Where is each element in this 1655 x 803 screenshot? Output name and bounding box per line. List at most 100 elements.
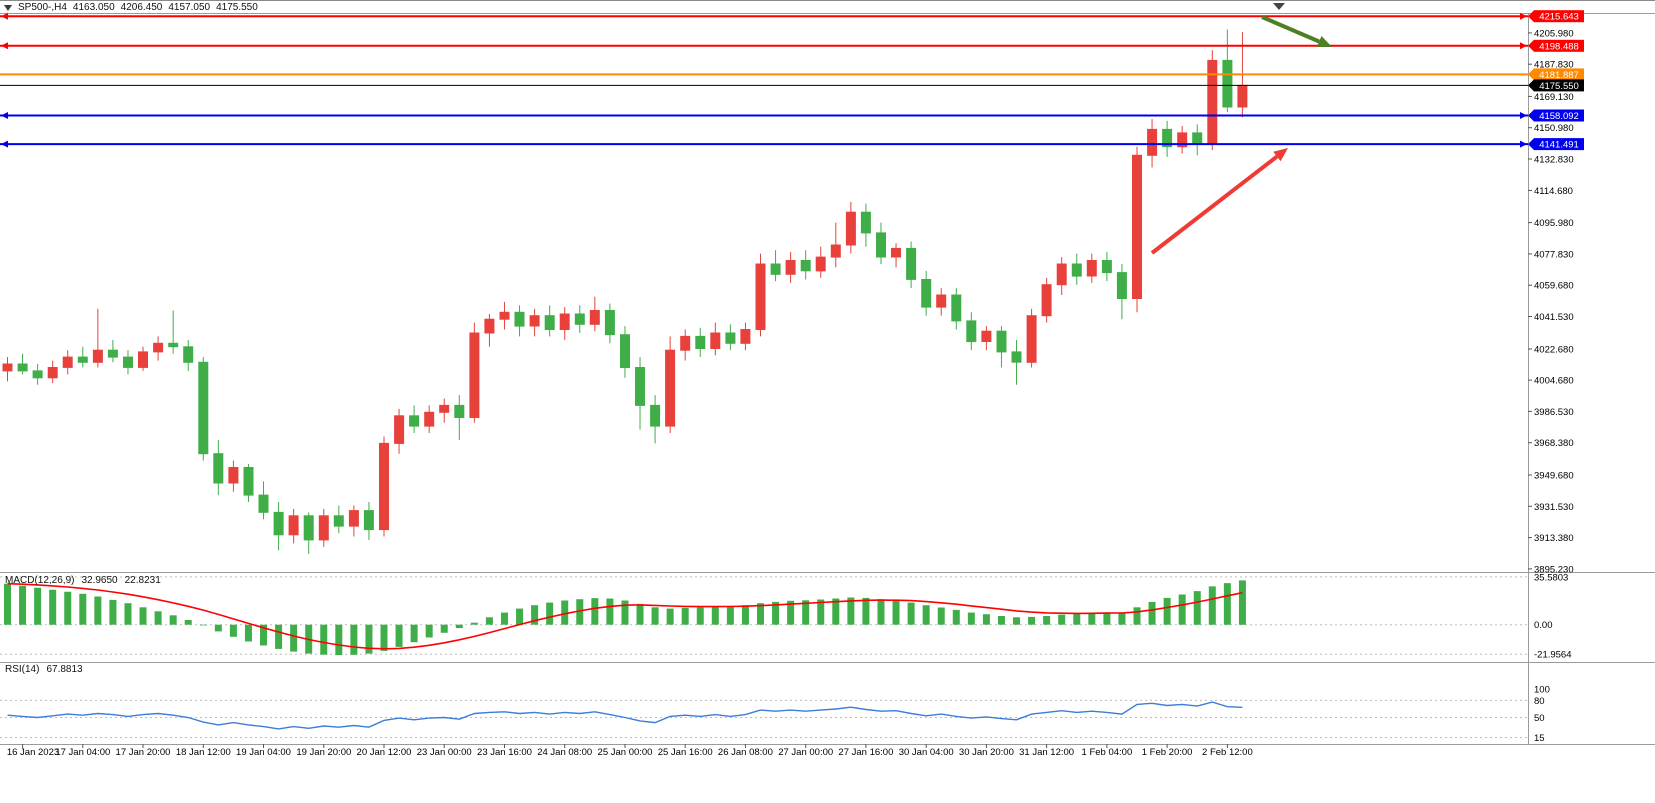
line-left-marker [1, 112, 8, 119]
price-tag-pointer [1528, 39, 1534, 52]
price-tick-label: 4169.130 [1534, 92, 1574, 103]
candle-body [1222, 59, 1233, 108]
price-tag-pointer [1528, 10, 1534, 23]
rsi-axis-label: 80 [1534, 696, 1545, 707]
time-tick-label: 1 Feb 04:00 [1082, 747, 1133, 758]
rsi-axis-label: 100 [1534, 685, 1550, 696]
trend-arrow-shaft[interactable] [1261, 15, 1320, 44]
candle-body [213, 453, 224, 484]
candle-body [107, 349, 118, 358]
candle-body [168, 342, 179, 348]
trend-arrow-head[interactable] [1273, 148, 1288, 162]
candle-body [604, 310, 615, 336]
candle-body [620, 334, 630, 369]
price-tick-label: 3949.680 [1534, 471, 1574, 482]
candle-body [725, 332, 736, 344]
candle-body [574, 313, 585, 325]
candle-body [1041, 284, 1052, 317]
candle-body [1056, 263, 1067, 286]
line-left-marker [1, 42, 8, 50]
rsi-axis-label: 50 [1534, 713, 1545, 724]
price-tick-label: 3931.530 [1534, 502, 1574, 513]
trend-arrow-head[interactable] [1316, 36, 1332, 47]
macd-indicator-label: MACD(12,26,9) 32.9650 22.8231 [5, 575, 161, 586]
chart-shift-marker[interactable] [1273, 3, 1285, 10]
trend-arrow-shaft[interactable] [1150, 155, 1279, 255]
time-tick-label: 16 Jan 2023 [7, 747, 59, 758]
candle-body [544, 315, 555, 331]
candle-body [665, 349, 676, 427]
price-tick-label: 4004.680 [1534, 376, 1574, 387]
candle-body [2, 363, 13, 372]
price-tick-label: 4132.830 [1534, 155, 1574, 166]
time-tick-label: 30 Jan 04:00 [899, 747, 954, 758]
time-tick-label: 31 Jan 12:00 [1019, 747, 1074, 758]
macd-axis-label: -21.9564 [1534, 650, 1572, 661]
candle-body [484, 318, 495, 334]
candle-body [348, 510, 359, 527]
rsi-axis-label: 15 [1534, 733, 1545, 744]
candle-body [32, 370, 43, 379]
time-tick-label: 23 Jan 16:00 [477, 747, 532, 758]
rsi-indicator-label: RSI(14) 67.8813 [5, 664, 83, 675]
time-tick-label: 27 Jan 16:00 [838, 747, 893, 758]
rsi-value: 67.8813 [46, 664, 83, 675]
candle-body [288, 515, 299, 536]
candle-body [906, 247, 917, 280]
line-right-marker [1520, 12, 1527, 20]
candle-body [62, 356, 73, 368]
candle-body [243, 467, 254, 496]
price-tag[interactable] [1534, 138, 1584, 151]
ohlc-close: 4175.550 [216, 2, 258, 13]
price-tag-label: 4175.550 [1539, 81, 1579, 92]
candle-body [710, 332, 721, 349]
candle-body [936, 294, 947, 308]
time-tick-label: 17 Jan 20:00 [116, 747, 171, 758]
price-tag-pointer [1528, 109, 1534, 122]
chart-title-bar: SP500-,H4 4163.050 4206.450 4157.050 417… [4, 2, 258, 13]
price-tag-label: 4198.488 [1539, 41, 1579, 52]
price-tag[interactable] [1534, 10, 1584, 23]
candle-body [499, 311, 510, 320]
candle-body [333, 515, 344, 527]
line-right-marker [1520, 112, 1527, 119]
candlestick-series [2, 29, 1248, 554]
candle-body [770, 263, 781, 275]
candle-body [860, 211, 871, 234]
candle-body [921, 279, 932, 308]
ohlc-high: 4206.450 [120, 2, 163, 13]
candle-body [740, 329, 751, 344]
candle-body [439, 404, 450, 413]
candle-body [258, 494, 269, 513]
time-tick-label: 19 Jan 20:00 [296, 747, 351, 758]
symbol-dropdown-icon[interactable] [4, 4, 12, 11]
candle-body [755, 263, 766, 330]
price-tag[interactable] [1534, 39, 1584, 52]
rsi-name: RSI(14) [5, 664, 40, 675]
candle-body [153, 342, 164, 353]
candle-body [1132, 154, 1142, 299]
price-tick-label: 4077.830 [1534, 249, 1574, 260]
candle-body [123, 356, 133, 368]
macd-signal-line [7, 582, 1243, 650]
candle-body [830, 244, 841, 258]
price-tick-label: 3986.530 [1534, 407, 1574, 418]
candle-body [424, 411, 435, 427]
candle-body [394, 415, 405, 444]
time-tick-label: 2 Feb 12:00 [1202, 747, 1253, 758]
price-tick-label: 4059.680 [1534, 281, 1574, 292]
macd-panel: 35.5803 0.00 -21.9564 [0, 572, 1572, 661]
candle-body [303, 515, 314, 541]
price-tag[interactable] [1534, 68, 1584, 81]
price-tag-pointer [1528, 68, 1534, 81]
ohlc-open: 4163.050 [72, 2, 115, 13]
price-tag[interactable] [1534, 109, 1584, 122]
price-tag[interactable] [1534, 79, 1584, 92]
price-tick-label: 4041.530 [1534, 312, 1574, 323]
candle-body [529, 315, 540, 327]
candle-body [1071, 263, 1082, 277]
